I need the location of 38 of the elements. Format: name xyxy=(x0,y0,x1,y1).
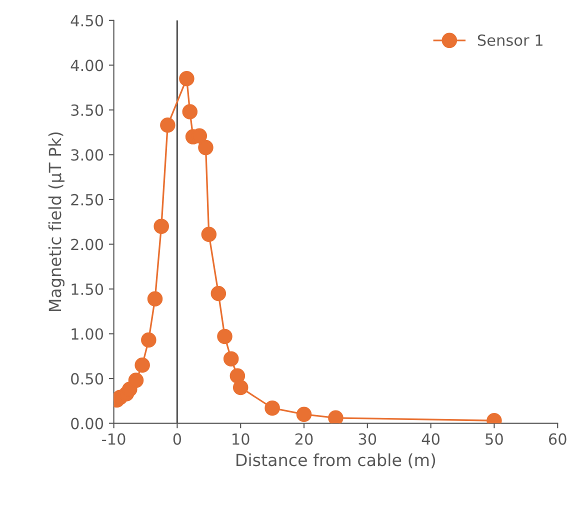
x-tick-label: 0 xyxy=(173,433,182,445)
y-tick-label: 0.50 xyxy=(71,373,104,385)
x-tick-label: 10 xyxy=(232,433,250,445)
point xyxy=(217,328,232,344)
y-tick-label: 1.50 xyxy=(72,283,104,296)
point xyxy=(223,351,239,366)
point xyxy=(141,332,156,348)
x-tick-label: 50 xyxy=(486,433,503,445)
legend-label: Sensor 1 xyxy=(478,34,542,46)
x-tick-label: 20 xyxy=(295,433,313,445)
point xyxy=(128,372,144,388)
x-tick-label: 30 xyxy=(358,433,376,445)
point xyxy=(264,400,280,416)
point xyxy=(179,70,194,86)
point xyxy=(232,380,248,396)
y-axis-title: Magnetic field (µT Pk) xyxy=(48,132,65,312)
point xyxy=(328,410,344,424)
point xyxy=(201,226,217,242)
point xyxy=(210,286,226,302)
y-tick-label: 4.00 xyxy=(70,60,104,72)
y-tick-label: 4.50 xyxy=(70,14,104,26)
point xyxy=(154,218,169,234)
y-tick-label: 2.50 xyxy=(71,194,104,206)
point xyxy=(160,118,176,133)
y-tick-label: 3.50 xyxy=(71,104,104,116)
y-tick-label: 0.00 xyxy=(71,418,104,430)
point xyxy=(296,406,312,422)
x-tick-label: 40 xyxy=(422,433,440,445)
x-axis-title: Distance from cable (m) xyxy=(236,453,436,468)
y-tick-label: 3.00 xyxy=(71,149,104,161)
point xyxy=(198,140,214,156)
point xyxy=(147,291,163,306)
point xyxy=(182,104,198,120)
y-tick-label: 2.00 xyxy=(71,238,104,250)
x-tick-label: -10 xyxy=(102,433,126,445)
x-tick-label: 60 xyxy=(548,433,566,445)
point xyxy=(134,357,150,373)
y-tick-label: 1.00 xyxy=(72,328,104,340)
